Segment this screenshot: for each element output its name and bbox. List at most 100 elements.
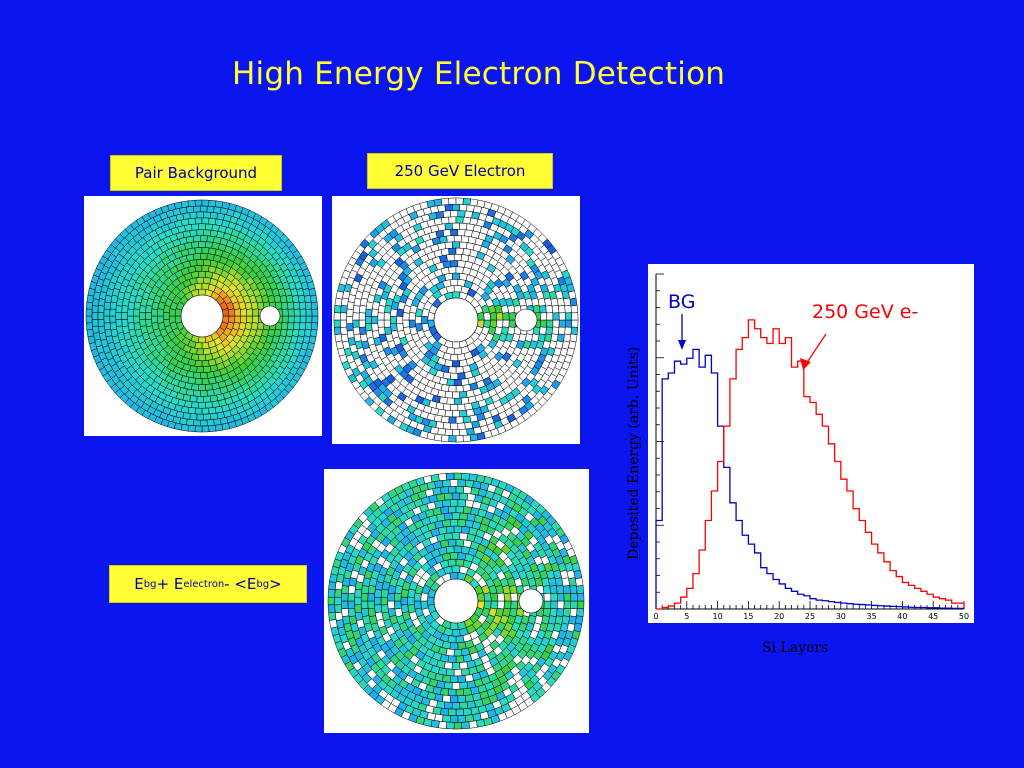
disk-side-hole bbox=[259, 305, 281, 327]
disk-cell bbox=[564, 326, 572, 336]
disk-cell bbox=[340, 326, 348, 336]
disk-cell bbox=[91, 319, 99, 327]
disk-cell bbox=[562, 585, 571, 594]
disk-cell bbox=[449, 519, 459, 527]
disk-cell bbox=[569, 333, 578, 343]
disk-cell bbox=[455, 197, 464, 205]
disk-cell bbox=[365, 308, 373, 317]
disk-cell bbox=[293, 308, 301, 317]
disk-cell bbox=[360, 600, 369, 610]
disk-cell bbox=[451, 702, 461, 710]
disk-cell bbox=[558, 319, 566, 328]
disk-cell bbox=[208, 407, 217, 415]
disk-cell bbox=[450, 229, 459, 236]
disk-cell bbox=[452, 391, 460, 399]
disk-cell bbox=[502, 312, 510, 321]
disk-cell bbox=[328, 581, 337, 591]
disk-cell bbox=[308, 287, 317, 297]
disk-cell bbox=[299, 315, 307, 324]
disk-cell bbox=[189, 211, 198, 219]
disk-cell bbox=[563, 592, 572, 602]
disk-cell bbox=[450, 260, 459, 268]
disk-cell bbox=[205, 401, 213, 409]
disk-cell bbox=[457, 715, 467, 723]
disk-cell bbox=[340, 592, 349, 602]
disk-cell bbox=[390, 308, 398, 317]
disk-cell bbox=[451, 360, 461, 368]
disk-cell bbox=[437, 427, 446, 436]
disk-cell bbox=[139, 312, 146, 320]
x-tick-label: 0 bbox=[653, 612, 658, 621]
disk-cell bbox=[198, 401, 206, 409]
disk-cell bbox=[87, 335, 96, 345]
disk-cell bbox=[205, 223, 213, 231]
disk-cell bbox=[210, 412, 219, 421]
disk-cell bbox=[569, 608, 578, 617]
disk-cell bbox=[447, 538, 457, 547]
disk-cell bbox=[450, 372, 459, 380]
disk-cell bbox=[334, 611, 344, 621]
disk-cell bbox=[433, 433, 443, 442]
disk-cell bbox=[214, 423, 224, 432]
disk-cell bbox=[462, 216, 471, 225]
disk-cell bbox=[452, 410, 460, 418]
disk-cell bbox=[459, 661, 469, 670]
disk-cell bbox=[287, 308, 295, 317]
disk-cell bbox=[453, 253, 462, 261]
disk-cell bbox=[361, 585, 370, 594]
disk-cell bbox=[189, 413, 198, 421]
disk-cell bbox=[287, 322, 295, 331]
disk-cell bbox=[455, 635, 465, 644]
disk-cell bbox=[204, 241, 213, 249]
disk-cell bbox=[333, 326, 342, 335]
disk-cell bbox=[451, 341, 461, 349]
disk-cell bbox=[451, 272, 461, 280]
disk-cell bbox=[452, 204, 460, 211]
disk-cell bbox=[463, 506, 472, 515]
disk-cell bbox=[442, 403, 452, 411]
formula-bg2: bg bbox=[256, 578, 270, 590]
disk-cell bbox=[457, 641, 467, 650]
disk-cell bbox=[281, 315, 289, 324]
disk-cell bbox=[380, 596, 388, 606]
disk-cell bbox=[451, 532, 461, 540]
disk-cell bbox=[465, 479, 474, 488]
disk-cell bbox=[194, 407, 203, 415]
disk-cell bbox=[91, 312, 99, 320]
disk-cell bbox=[334, 596, 342, 606]
disk-cell bbox=[192, 371, 201, 379]
combined-disk bbox=[327, 472, 585, 730]
disk-cell bbox=[455, 247, 464, 255]
disk-cell bbox=[327, 589, 336, 598]
disk-cell bbox=[206, 205, 215, 213]
x-tick-label: 40 bbox=[897, 612, 907, 621]
disk-cell bbox=[293, 322, 301, 331]
disk-cell bbox=[189, 395, 198, 403]
disk-cell bbox=[464, 694, 474, 703]
disk-cell bbox=[438, 473, 448, 482]
disk-cell bbox=[453, 379, 462, 386]
disk-cell bbox=[576, 585, 585, 594]
disk-cell bbox=[451, 512, 461, 520]
disk-cell bbox=[199, 253, 208, 260]
disk-cell bbox=[374, 604, 383, 614]
disk-cell bbox=[281, 308, 289, 317]
x-tick-label: 20 bbox=[774, 612, 784, 621]
disk-cell bbox=[173, 201, 183, 210]
disk-cell bbox=[447, 708, 457, 717]
disk-cell bbox=[446, 378, 455, 386]
disk-cell bbox=[463, 687, 472, 696]
disk-cell bbox=[354, 596, 362, 606]
disk-cell bbox=[199, 235, 208, 242]
disk-cell bbox=[389, 315, 397, 325]
disk-cell bbox=[227, 308, 236, 317]
disk-cell bbox=[575, 615, 584, 625]
disk-cell bbox=[156, 308, 165, 317]
disk-cell bbox=[508, 319, 516, 328]
disk-inner-hole bbox=[433, 578, 479, 624]
disk-cell bbox=[221, 422, 231, 431]
disk-cell bbox=[151, 308, 158, 317]
disk-cell bbox=[444, 204, 453, 212]
disk-cell bbox=[208, 424, 217, 433]
disk-cell bbox=[441, 674, 451, 683]
